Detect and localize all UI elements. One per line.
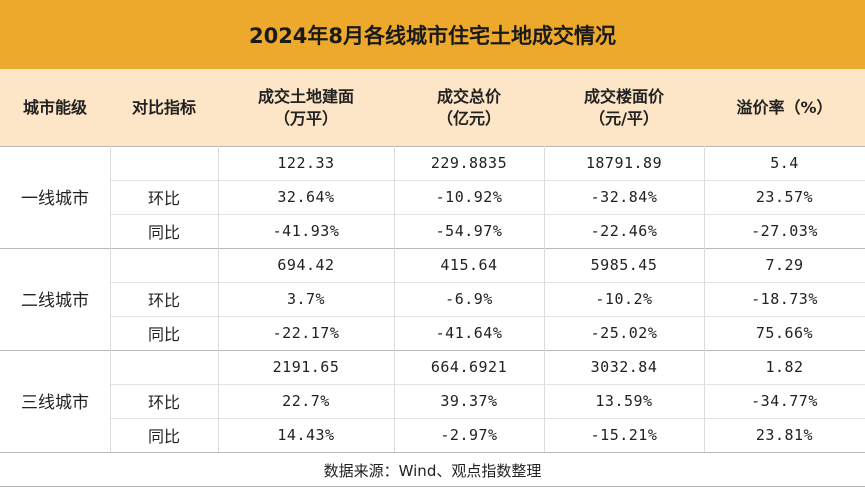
- header-premium: 溢价率（%）: [704, 69, 865, 146]
- cell-total: 229.8835: [430, 154, 508, 172]
- cell-price: -15.21%: [590, 426, 658, 444]
- cell-price: -32.84%: [590, 188, 658, 206]
- cell-total: -6.9%: [445, 290, 493, 308]
- header-premium-label: 溢价率（%）: [736, 97, 833, 117]
- cell-premium: -18.73%: [751, 290, 818, 308]
- header-metric: 对比指标: [110, 69, 218, 146]
- column-divider: [110, 146, 111, 452]
- cell-price: -25.02%: [590, 324, 658, 342]
- cell-metric: 同比: [147, 427, 180, 446]
- cell-price: 3032.84: [590, 358, 658, 376]
- cell-premium: -34.77%: [751, 392, 818, 410]
- header-total-line2: （亿元）: [436, 108, 501, 128]
- cell-premium: 5.4: [770, 154, 799, 172]
- tier-label: 三线城市: [21, 392, 89, 413]
- cell-area: 32.64%: [277, 188, 335, 206]
- column-divider: [218, 146, 219, 452]
- cell-area: 694.42: [277, 256, 335, 274]
- column-divider: [544, 146, 545, 452]
- tier-divider: [0, 350, 865, 351]
- cell-price: 5985.45: [590, 256, 658, 274]
- cell-premium: 23.57%: [755, 188, 814, 206]
- cell-premium: 1.82: [765, 358, 804, 376]
- table-title: 2024年8月各线城市住宅土地成交情况: [0, 0, 865, 69]
- cell-total: 664.6921: [430, 358, 508, 376]
- cell-metric: 环比: [147, 291, 180, 310]
- cell-total: -10.92%: [435, 188, 503, 206]
- cell-area: 2191.65: [272, 358, 340, 376]
- cell-total: 415.64: [440, 256, 498, 274]
- header-area-line2: （万平）: [273, 108, 338, 128]
- header-area-line1: 成交土地建面: [257, 86, 354, 106]
- row-divider: [110, 282, 865, 283]
- cell-area: -22.17%: [272, 324, 340, 342]
- cell-price: 18791.89: [585, 154, 663, 172]
- header-total-line1: 成交总价: [436, 86, 501, 106]
- header-price-line1: 成交楼面价: [583, 86, 664, 106]
- cell-premium: 7.29: [765, 256, 804, 274]
- cell-price: -10.2%: [595, 290, 653, 308]
- header-tier-label: 城市能级: [22, 97, 87, 117]
- header-total: 成交总价 （亿元）: [394, 69, 544, 146]
- cell-metric: 同比: [147, 325, 180, 344]
- cell-metric: [110, 350, 218, 384]
- row-divider: [110, 214, 865, 215]
- row-divider: [110, 418, 865, 419]
- header-area: 成交土地建面 （万平）: [218, 69, 394, 146]
- cell-area: 22.7%: [282, 392, 330, 410]
- cell-metric: 环比: [147, 393, 180, 412]
- cell-area: -41.93%: [272, 222, 340, 240]
- cell-total: -54.97%: [435, 222, 503, 240]
- cell-premium: 75.66%: [755, 324, 814, 342]
- cell-total: -41.64%: [435, 324, 503, 342]
- cell-total: -2.97%: [440, 426, 498, 444]
- cell-total: 39.37%: [440, 392, 498, 410]
- tier-label: 一线城市: [21, 188, 89, 209]
- cell-metric: [110, 146, 218, 180]
- cell-metric: [110, 248, 218, 282]
- column-divider: [704, 146, 705, 452]
- tier-divider: [0, 248, 865, 249]
- tier-label: 二线城市: [21, 290, 89, 311]
- cell-metric: 环比: [147, 189, 180, 208]
- row-divider: [110, 180, 865, 181]
- header-row: 城市能级 对比指标 成交土地建面 （万平） 成交总价 （亿元） 成交楼面价 （元…: [0, 69, 865, 146]
- cell-metric: 同比: [147, 223, 180, 242]
- cell-area: 122.33: [277, 154, 335, 172]
- cell-area: 14.43%: [277, 426, 335, 444]
- cell-premium: -27.03%: [751, 222, 818, 240]
- header-tier: 城市能级: [0, 69, 110, 146]
- row-divider: [110, 384, 865, 385]
- header-metric-label: 对比指标: [131, 97, 196, 117]
- cell-price: 13.59%: [595, 392, 653, 410]
- tier-divider: [0, 146, 865, 147]
- source-note: 数据来源：Wind、观点指数整理: [0, 452, 865, 487]
- header-price: 成交楼面价 （元/平）: [544, 69, 704, 146]
- header-price-line2: （元/平）: [589, 108, 659, 128]
- cell-price: -22.46%: [590, 222, 658, 240]
- cell-premium: 23.81%: [755, 426, 814, 444]
- cell-area: 3.7%: [286, 290, 326, 308]
- column-divider: [394, 146, 395, 452]
- row-divider: [110, 316, 865, 317]
